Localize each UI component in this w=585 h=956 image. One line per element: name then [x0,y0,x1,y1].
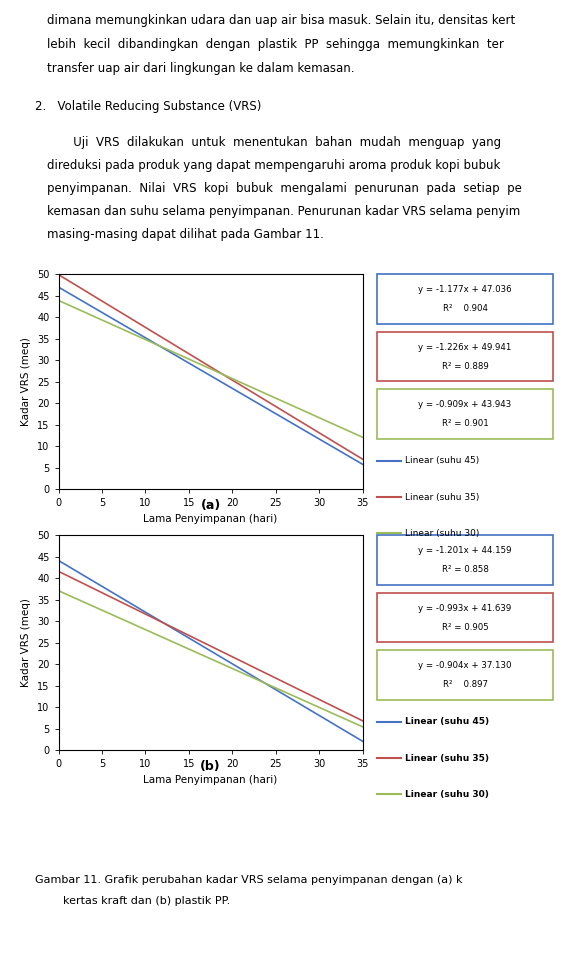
Text: R² = 0.905: R² = 0.905 [442,622,488,632]
Text: (a): (a) [201,499,221,512]
X-axis label: Lama Penyimpanan (hari): Lama Penyimpanan (hari) [143,775,278,785]
Text: Linear (suhu 35): Linear (suhu 35) [405,753,490,763]
Text: penyimpanan.  Nilai  VRS  kopi  bubuk  mengalami  penurunan  pada  setiap  pe: penyimpanan. Nilai VRS kopi bubuk mengal… [47,182,522,195]
Text: R² = 0.901: R² = 0.901 [442,419,488,428]
Text: Linear (suhu 30): Linear (suhu 30) [405,790,489,799]
Text: (b): (b) [200,760,221,773]
Text: masing-masing dapat dilihat pada Gambar 11.: masing-masing dapat dilihat pada Gambar … [47,228,324,241]
Y-axis label: Kadar VRS (meq): Kadar VRS (meq) [22,598,32,687]
Text: y = -1.177x + 47.036: y = -1.177x + 47.036 [418,285,512,294]
Text: lebih  kecil  dibandingkan  dengan  plastik  PP  sehingga  memungkinkan  ter: lebih kecil dibandingkan dengan plastik … [47,38,504,52]
Text: Linear (suhu 45): Linear (suhu 45) [405,456,480,466]
Text: y = -1.226x + 49.941: y = -1.226x + 49.941 [418,342,512,352]
Text: y = -0.909x + 43.943: y = -0.909x + 43.943 [418,400,512,409]
Text: R² = 0.858: R² = 0.858 [442,565,488,575]
Text: R²    0.897: R² 0.897 [443,680,487,689]
Y-axis label: Kadar VRS (meq): Kadar VRS (meq) [22,337,32,426]
Text: transfer uap air dari lingkungan ke dalam kemasan.: transfer uap air dari lingkungan ke dala… [47,62,355,76]
Text: Gambar 11. Grafik perubahan kadar VRS selama penyimpanan dengan (a) k: Gambar 11. Grafik perubahan kadar VRS se… [35,875,463,884]
Text: Uji  VRS  dilakukan  untuk  menentukan  bahan  mudah  menguap  yang: Uji VRS dilakukan untuk menentukan bahan… [47,136,501,149]
Text: kemasan dan suhu selama penyimpanan. Penurunan kadar VRS selama penyim: kemasan dan suhu selama penyimpanan. Pen… [47,205,520,218]
Text: Linear (suhu 45): Linear (suhu 45) [405,717,490,727]
Text: kertas kraft dan (b) plastik PP.: kertas kraft dan (b) plastik PP. [35,896,230,905]
Text: Linear (suhu 35): Linear (suhu 35) [405,492,480,502]
Text: y = -0.993x + 41.639: y = -0.993x + 41.639 [418,603,512,613]
Text: dimana memungkinkan udara dan uap air bisa masuk. Selain itu, densitas kert: dimana memungkinkan udara dan uap air bi… [47,14,515,28]
Text: R² = 0.889: R² = 0.889 [442,361,488,371]
Text: R²    0.904: R² 0.904 [443,304,487,314]
Text: 2.   Volatile Reducing Substance (VRS): 2. Volatile Reducing Substance (VRS) [35,100,261,114]
Text: y = -1.201x + 44.159: y = -1.201x + 44.159 [418,546,512,555]
X-axis label: Lama Penyimpanan (hari): Lama Penyimpanan (hari) [143,514,278,524]
Text: direduksi pada produk yang dapat mempengaruhi aroma produk kopi bubuk: direduksi pada produk yang dapat mempeng… [47,159,500,172]
Text: Linear (suhu 30): Linear (suhu 30) [405,529,480,538]
Text: y = -0.904x + 37.130: y = -0.904x + 37.130 [418,661,512,670]
